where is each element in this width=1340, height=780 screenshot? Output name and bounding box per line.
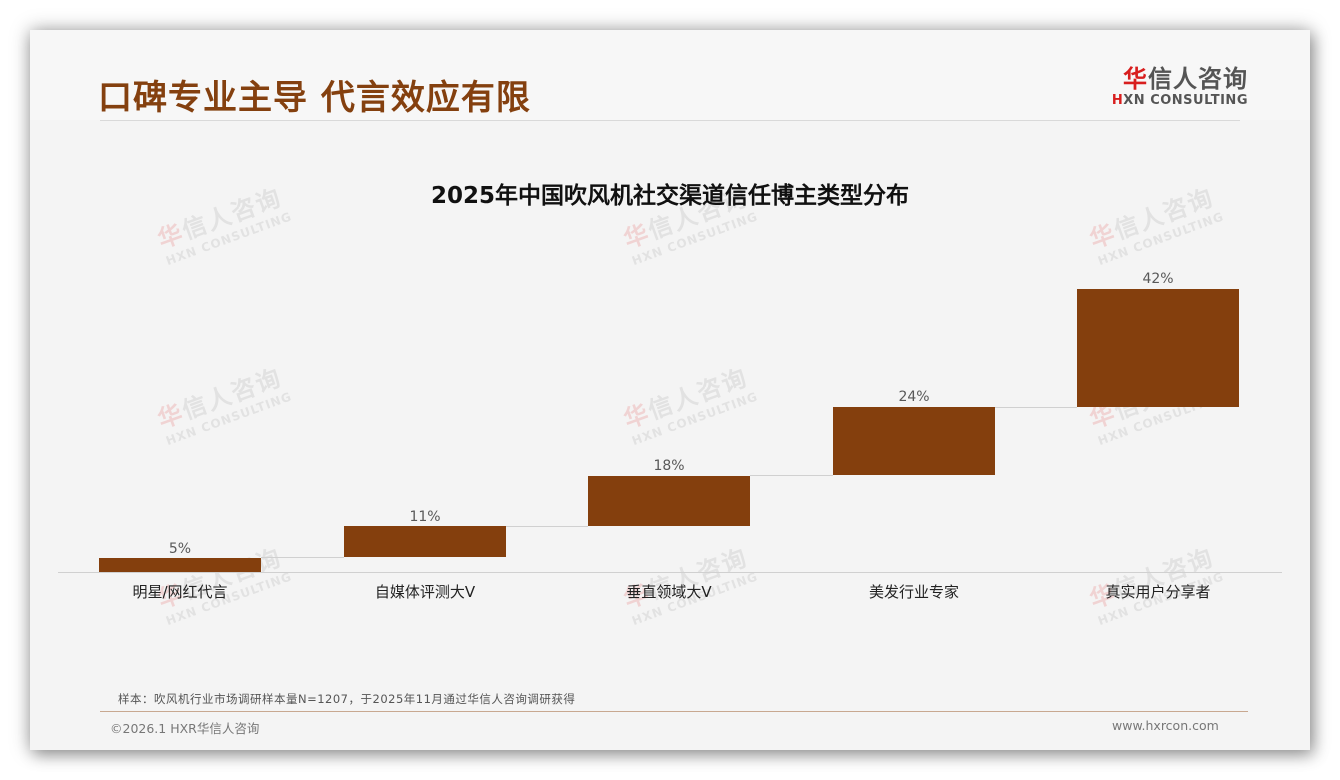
page-title: 口碑专业主导 代言效应有限 [98,78,531,118]
logo-en-accent: H [1111,93,1124,108]
company-logo: 华信人咨询 HXN CONSULTING [1108,65,1248,109]
footer-divider [100,711,1248,712]
category-label: 明星/网红代言 [132,583,228,601]
value-label: 42% [1142,271,1174,287]
logo-cn-accent: 华 [1123,65,1148,93]
category-label: 自媒体评测大V [374,583,476,601]
value-label: 5% [168,541,192,557]
bar-industry-expert [833,407,995,475]
connector-line [750,475,833,476]
header-band [30,30,1310,120]
bar-real-user [1077,289,1239,407]
connector-line [506,526,588,527]
footer-band [30,712,1310,750]
bar-celebrity [99,558,261,572]
category-label: 美发行业专家 [868,583,959,601]
value-label: 24% [898,389,930,405]
website-link[interactable]: www.hxrcon.com [1112,718,1219,733]
value-label: 18% [653,458,685,474]
connector-line [995,407,1077,408]
sample-note: 样本：吹风机行业市场调研样本量N=1207，于2025年11月通过华信人咨询调研… [118,692,576,706]
category-label: 垂直领域大V [626,583,712,601]
x-axis-line [58,572,1282,573]
bar-vertical-kol [588,476,750,526]
value-label: 11% [409,509,441,525]
logo-cn-text: 信人咨询 [1148,65,1248,93]
logo-en-text: XN CONSULTING [1123,93,1248,108]
bar-self-media [344,526,506,557]
chart-title: 2025年中国吹风机社交渠道信任博主类型分布 [430,183,909,209]
waterfall-chart: 5% 11% 18% 24% 42% 明星/网红代言 自媒体评测大V 垂直领域大… [30,30,1310,750]
title-divider [100,120,1240,121]
logo-en: HXN CONSULTING [1108,93,1248,109]
category-label: 真实用户分享者 [1105,583,1211,601]
logo-cn: 华信人咨询 [1108,65,1248,93]
copyright-text: ©2026.1 HXR华信人咨询 [110,721,260,736]
slide: 口碑专业主导 代言效应有限 华信人咨询 HXN CONSULTING 华信人咨询… [30,30,1310,750]
connector-line [261,557,344,558]
